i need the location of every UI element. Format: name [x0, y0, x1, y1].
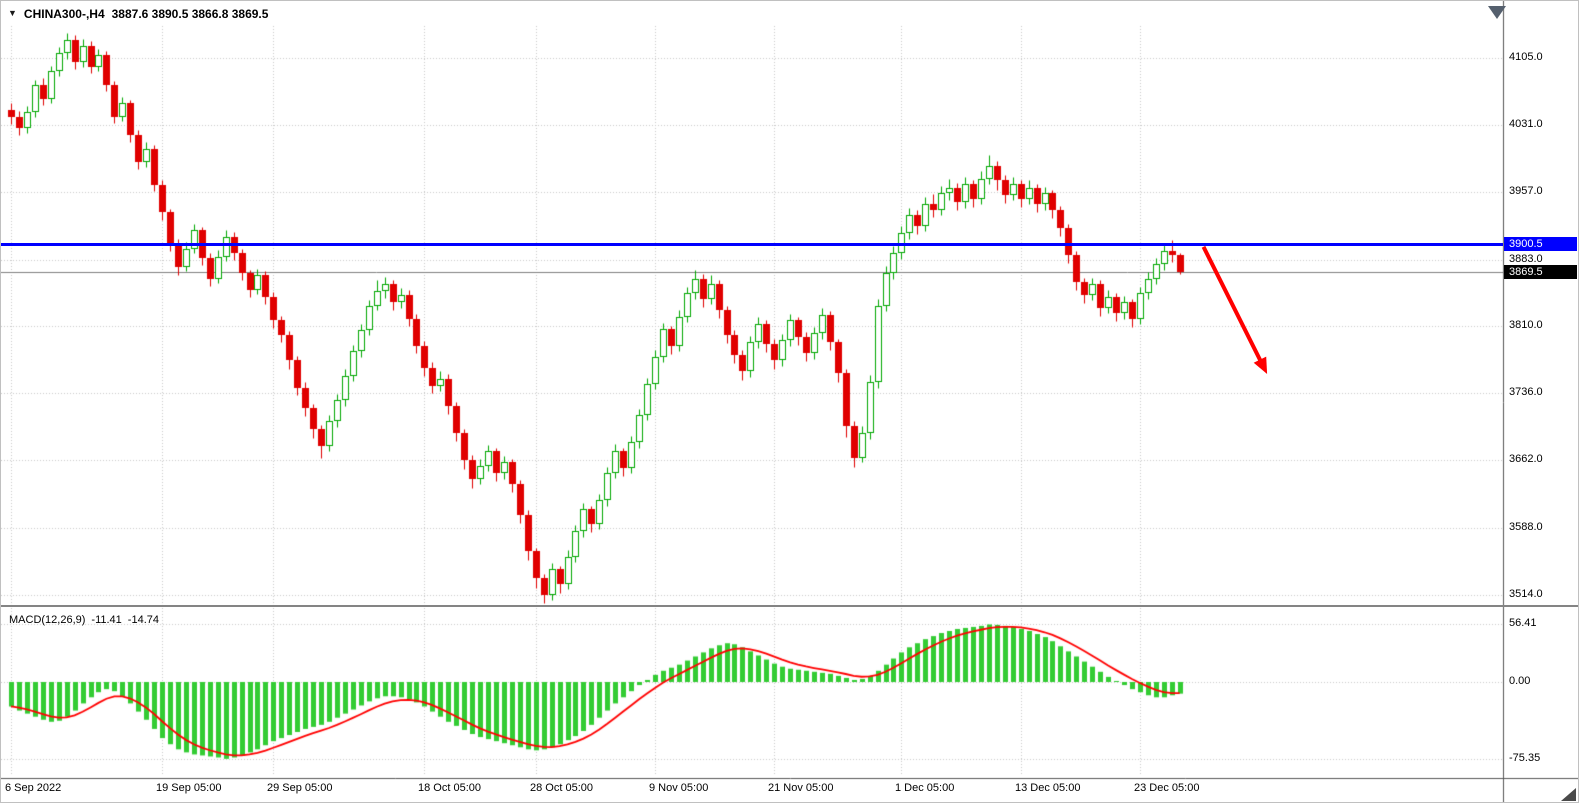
time-axis-label: 19 Sep 05:00: [156, 782, 222, 794]
time-axis-label: 13 Dec 05:00: [1015, 782, 1081, 794]
price-axis-label: 3883.0: [1509, 253, 1543, 265]
horizontal-line-annotation[interactable]: [1, 243, 1503, 246]
price-axis-label: 4105.0: [1509, 51, 1543, 63]
macd-main-value: -11.41: [91, 614, 122, 626]
time-axis-label: 6 Sep 2022: [5, 782, 62, 794]
macd-axis-label: 0.00: [1509, 675, 1531, 687]
price-axis-label: 3736.0: [1509, 386, 1543, 398]
macd-axis-label: -75.35: [1509, 752, 1541, 764]
macd-axis[interactable]: 56.41 0.00 -75.35: [1503, 607, 1578, 777]
macd-indicator-label: MACD(12,26,9) -11.41 -14.74: [9, 614, 165, 626]
time-axis-label: 21 Nov 05:00: [768, 782, 834, 794]
price-axis-label: 3957.0: [1509, 185, 1543, 197]
price-axis-label: 4031.0: [1509, 118, 1543, 130]
chart-shift-marker-icon: [1488, 6, 1506, 19]
symbol-dropdown-icon[interactable]: ▼: [8, 8, 17, 18]
current-price-tag-text: 3869.5: [1509, 266, 1543, 278]
time-axis[interactable]: 6 Sep 2022 19 Sep 05:00 29 Sep 05:00 18 Oct…: [1, 778, 1578, 802]
current-price-tag: 3869.5: [1504, 265, 1577, 279]
time-axis-label: 23 Dec 05:00: [1134, 782, 1200, 794]
pane-divider[interactable]: [1, 605, 1578, 607]
price-axis-label: 3514.0: [1509, 588, 1543, 600]
time-axis-label: 9 Nov 05:00: [649, 782, 709, 794]
price-axis-label: 3810.0: [1509, 319, 1543, 331]
macd-signal-value: -14.74: [127, 614, 159, 626]
hline-price-tag-text: 3900.5: [1509, 238, 1543, 250]
time-axis-label: 29 Sep 05:00: [267, 782, 333, 794]
hline-price-tag: 3900.5: [1504, 237, 1577, 251]
chart-symbol-header: ▼ CHINA300-,H4 3887.6 3890.5 3866.8 3869…: [8, 7, 268, 21]
resize-grip-icon[interactable]: [1561, 788, 1576, 801]
macd-name: MACD(12,26,9): [9, 614, 86, 626]
time-axis-label: 1 Dec 05:00: [895, 782, 955, 794]
ohlc-values: 3887.6 3890.5 3866.8 3869.5: [111, 7, 269, 21]
time-axis-label: 18 Oct 05:00: [418, 782, 481, 794]
price-axis-label: 3588.0: [1509, 521, 1543, 533]
symbol-label: CHINA300-,H4: [23, 7, 105, 21]
time-axis-label: 28 Oct 05:00: [530, 782, 593, 794]
price-axis-label: 3662.0: [1509, 453, 1543, 465]
price-axis[interactable]: 4105.0 4031.0 3957.0 3883.0 3810.0 3736.0 3662…: [1503, 1, 1578, 605]
macd-axis-label: 56.41: [1509, 617, 1537, 629]
